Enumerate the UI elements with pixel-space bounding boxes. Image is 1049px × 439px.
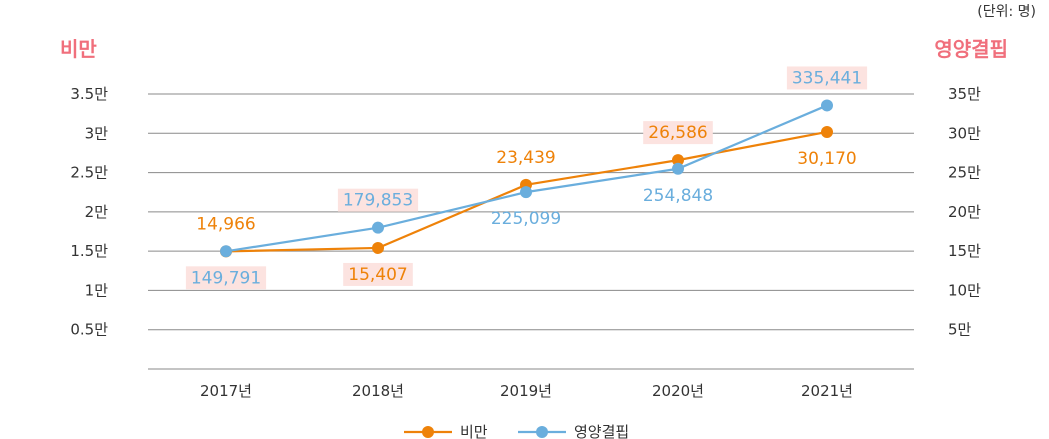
right-tick-label: 35만: [948, 85, 981, 103]
data-point: [821, 99, 833, 112]
data-labels: 14,966 15,407 23,439 26,586 30,170 149,791 179…: [185, 66, 868, 290]
x-tick-label: 2017년: [200, 382, 252, 400]
data-label-bg: [343, 262, 413, 286]
data-label-bg: [786, 66, 868, 90]
data-label: 15,407: [348, 265, 407, 285]
right-tick-label: 30만: [948, 124, 981, 142]
data-label-bg: [643, 121, 713, 145]
data-label: 26,586: [648, 123, 707, 143]
series-line: [225, 104, 828, 253]
grid-lines: [148, 93, 914, 370]
data-label: 149,791: [191, 268, 261, 288]
x-tick-label: 2018년: [352, 382, 404, 400]
left-tick-label: 3만: [85, 124, 109, 142]
legend-swatch-dot: [536, 426, 548, 438]
axis-ticks: 0.5만 1만 1.5만 2만 2.5만 3만 3.5만 5만 10만 15만 20만 25만 30만 3…: [70, 85, 981, 400]
left-tick-label: 0.5만: [70, 321, 108, 339]
data-point: [672, 162, 684, 175]
unit-note: (단위: 명): [977, 4, 1036, 20]
data-point: [672, 154, 684, 167]
legend-swatch-dot: [422, 426, 434, 438]
legend-label: 영양결핍: [574, 423, 629, 439]
data-label: 14,966: [196, 214, 255, 234]
data-point: [372, 241, 384, 254]
data-label: 23,439: [496, 148, 555, 168]
data-label: 254,848: [643, 186, 713, 206]
left-tick-label: 1.5만: [70, 242, 108, 260]
legend: 비만 영양결핍: [404, 423, 629, 439]
right-axis-title: 영양결핍: [934, 37, 1008, 61]
x-tick-label: 2021년: [801, 382, 853, 400]
series: [220, 99, 833, 258]
left-tick-label: 3.5만: [70, 85, 108, 103]
right-tick-label: 5만: [948, 321, 972, 339]
data-point: [520, 186, 532, 199]
data-point: [372, 221, 384, 234]
right-tick-label: 25만: [948, 164, 981, 182]
data-point: [821, 125, 833, 138]
data-label: 30,170: [797, 149, 856, 169]
data-label: 225,099: [491, 209, 561, 229]
x-tick-label: 2019년: [500, 382, 552, 400]
data-label-bg: [185, 266, 267, 290]
x-tick-label: 2020년: [652, 382, 704, 400]
data-label-bg: [337, 188, 419, 212]
left-tick-label: 1만: [85, 281, 109, 299]
legend-label: 비만: [460, 423, 488, 439]
right-tick-label: 20만: [948, 203, 981, 221]
left-axis-title: 비만: [60, 37, 97, 61]
data-label: 179,853: [343, 191, 413, 211]
right-tick-label: 15만: [948, 242, 981, 260]
right-tick-label: 10만: [948, 281, 981, 299]
left-tick-label: 2.5만: [70, 164, 108, 182]
left-tick-label: 2만: [85, 203, 109, 221]
data-point: [220, 245, 232, 258]
data-label: 335,441: [792, 68, 862, 88]
